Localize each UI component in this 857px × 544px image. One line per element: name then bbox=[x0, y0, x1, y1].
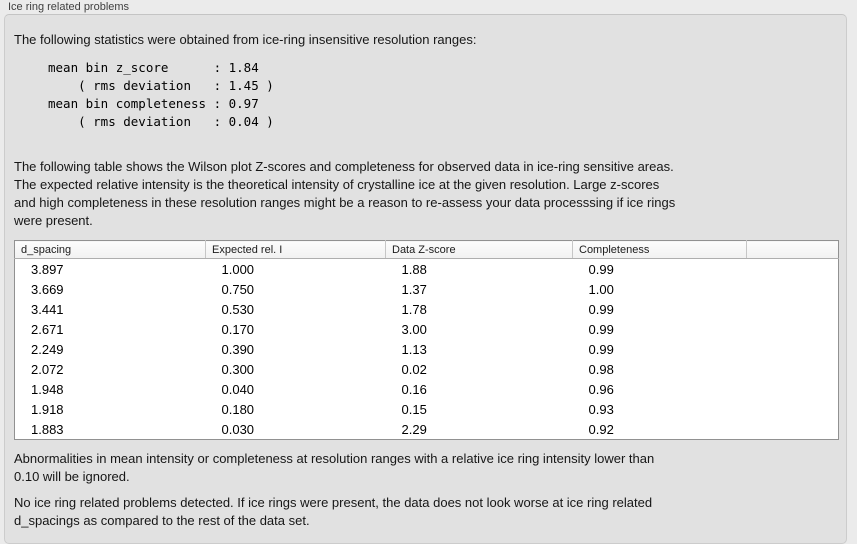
stats-intro-text: The following statistics were obtained f… bbox=[14, 32, 477, 47]
cell-completeness: 0.98 bbox=[588, 361, 614, 377]
cell-data-z-score: 2.29 bbox=[401, 421, 427, 437]
table-row[interactable]: 3.897 1.000 1.88 0.99 bbox=[15, 259, 839, 280]
cell-expected-rel-i: 0.390 bbox=[221, 341, 255, 357]
table-row[interactable]: 3.669 0.750 1.37 1.00 bbox=[15, 279, 839, 299]
cell-d-spacing: 1.948 bbox=[31, 381, 64, 397]
table-row[interactable]: 1.883 0.030 2.29 0.92 bbox=[15, 419, 839, 440]
cell-blank bbox=[747, 359, 839, 379]
cell-expected-rel-i: 0.530 bbox=[221, 301, 255, 317]
column-header-expected-rel-i[interactable]: Expected rel. I bbox=[205, 240, 386, 259]
table-intro-text: The following table shows the Wilson plo… bbox=[14, 159, 676, 228]
cell-completeness: 0.99 bbox=[588, 341, 614, 357]
cell-blank bbox=[747, 379, 839, 399]
stats-block: mean bin z_score : 1.84 ( rms deviation … bbox=[48, 60, 274, 129]
cell-completeness: 0.96 bbox=[588, 381, 614, 397]
cell-blank bbox=[747, 419, 839, 440]
cell-blank bbox=[747, 399, 839, 419]
table-header-row: d_spacing Expected rel. I Data Z-score C… bbox=[14, 240, 839, 259]
column-header-d-spacing[interactable]: d_spacing bbox=[14, 240, 206, 259]
cell-d-spacing: 2.249 bbox=[31, 341, 64, 357]
cell-expected-rel-i: 0.170 bbox=[221, 321, 255, 337]
cell-d-spacing: 3.441 bbox=[31, 301, 64, 317]
column-header-data-z-score[interactable]: Data Z-score bbox=[385, 240, 573, 259]
table-body: 3.897 1.000 1.88 0.99 3.669 0.750 1.37 1… bbox=[15, 259, 839, 440]
ice-ring-panel: The following statistics were obtained f… bbox=[4, 14, 847, 544]
column-header-completeness[interactable]: Completeness bbox=[572, 240, 747, 259]
table-row[interactable]: 3.441 0.530 1.78 0.99 bbox=[15, 299, 839, 319]
cell-expected-rel-i: 0.030 bbox=[221, 421, 255, 437]
panel-title: Ice ring related problems bbox=[8, 1, 130, 13]
cell-data-z-score: 0.16 bbox=[401, 381, 427, 397]
ice-ring-table: d_spacing Expected rel. I Data Z-score C… bbox=[14, 240, 839, 440]
cell-data-z-score: 1.13 bbox=[401, 341, 427, 357]
cell-completeness: 0.93 bbox=[588, 401, 614, 417]
table-row[interactable]: 1.948 0.040 0.16 0.96 bbox=[15, 379, 839, 399]
table-row[interactable]: 1.918 0.180 0.15 0.93 bbox=[15, 399, 839, 419]
cell-expected-rel-i: 1.000 bbox=[221, 261, 255, 277]
cell-expected-rel-i: 0.750 bbox=[221, 281, 255, 297]
cell-blank bbox=[747, 319, 839, 339]
cell-expected-rel-i: 0.040 bbox=[221, 381, 255, 397]
cell-data-z-score: 1.78 bbox=[401, 301, 427, 317]
conclusion-text: No ice ring related problems detected. I… bbox=[14, 495, 653, 528]
cell-d-spacing: 1.883 bbox=[31, 421, 64, 437]
cell-completeness: 1.00 bbox=[588, 281, 614, 297]
cell-completeness: 0.92 bbox=[588, 421, 614, 437]
cell-data-z-score: 1.88 bbox=[401, 261, 427, 277]
table-row[interactable]: 2.249 0.390 1.13 0.99 bbox=[15, 339, 839, 359]
cell-data-z-score: 0.02 bbox=[401, 361, 427, 377]
cell-data-z-score: 1.37 bbox=[401, 281, 427, 297]
cell-blank bbox=[747, 259, 839, 280]
cell-completeness: 0.99 bbox=[588, 301, 614, 317]
cell-expected-rel-i: 0.180 bbox=[221, 401, 255, 417]
table-row[interactable]: 2.072 0.300 0.02 0.98 bbox=[15, 359, 839, 379]
cell-d-spacing: 3.669 bbox=[31, 281, 64, 297]
cell-d-spacing: 2.671 bbox=[31, 321, 64, 337]
cell-expected-rel-i: 0.300 bbox=[221, 361, 255, 377]
ignore-note-text: Abnormalities in mean intensity or compl… bbox=[14, 451, 655, 484]
cell-d-spacing: 1.918 bbox=[31, 401, 64, 417]
cell-d-spacing: 2.072 bbox=[31, 361, 64, 377]
cell-blank bbox=[747, 339, 839, 359]
cell-d-spacing: 3.897 bbox=[31, 261, 64, 277]
cell-data-z-score: 0.15 bbox=[401, 401, 427, 417]
cell-completeness: 0.99 bbox=[588, 321, 614, 337]
cell-completeness: 0.99 bbox=[588, 261, 614, 277]
cell-blank bbox=[747, 279, 839, 299]
table-row[interactable]: 2.671 0.170 3.00 0.99 bbox=[15, 319, 839, 339]
cell-data-z-score: 3.00 bbox=[401, 321, 427, 337]
column-header-blank bbox=[746, 240, 839, 259]
cell-blank bbox=[747, 299, 839, 319]
